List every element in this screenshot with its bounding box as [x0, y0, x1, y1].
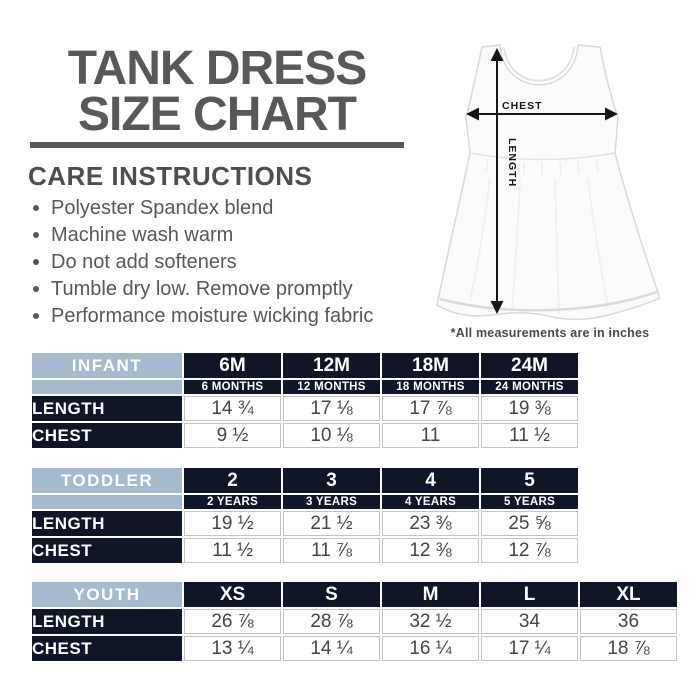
size-subheader: 4 YEARS [382, 495, 479, 509]
measure-value: 32 ½ [382, 609, 479, 634]
size-subheader: 12 MONTHS [283, 380, 380, 394]
size-header: 4 [382, 468, 479, 493]
measure-value: 19 ⅜ [481, 396, 578, 421]
dress-gathers [485, 158, 599, 176]
measure-value: 11 [382, 423, 479, 448]
care-item: Tumble dry low. Remove promptly [30, 279, 373, 299]
page-title: TANK DRESS SIZE CHART [28, 42, 406, 141]
measure-value: 11 ⅞ [283, 538, 380, 563]
measure-label: CHEST [32, 636, 182, 661]
size-subheader: 24 MONTHS [481, 380, 578, 394]
measure-value: 23 ⅜ [382, 511, 479, 536]
care-instructions-heading: CARE INSTRUCTIONS [28, 161, 313, 191]
measure-value: 11 ½ [481, 423, 578, 448]
size-header: 18M [382, 353, 479, 378]
measure-value: 18 ⅞ [580, 636, 677, 661]
size-table-youth: YOUTH XS S M L XL LENGTH 26 ⅞ 28 ⅞ 32 ½ 34 36 CHEST 1… [30, 580, 679, 663]
measure-value: 17 ⅞ [382, 396, 479, 421]
measure-value: 11 ½ [184, 538, 281, 563]
measure-value: 14 ¾ [184, 396, 281, 421]
measure-label: LENGTH [32, 396, 182, 421]
measure-value: 34 [481, 609, 578, 634]
measure-label: CHEST [32, 538, 182, 563]
size-header: M [382, 582, 479, 607]
dress-neckband [503, 46, 575, 82]
dress-skirt-folds [469, 177, 609, 315]
measure-value: 13 ¼ [184, 636, 281, 661]
measure-value: 17 ⅛ [283, 396, 380, 421]
size-header: 5 [481, 468, 578, 493]
page-title-line1: TANK DRESS [67, 42, 367, 95]
page-title-line2: SIZE CHART [78, 88, 357, 141]
measure-value: 19 ½ [184, 511, 281, 536]
measure-label: LENGTH [32, 511, 182, 536]
size-header: L [481, 582, 578, 607]
measure-value: 9 ½ [184, 423, 281, 448]
dress-silhouette [436, 44, 661, 321]
dress-waist-seam [469, 152, 616, 161]
chest-label: CHEST [502, 100, 543, 112]
size-header: S [283, 582, 380, 607]
measure-value: 21 ½ [283, 511, 380, 536]
category-spacer [32, 380, 182, 394]
measure-value: 16 ¼ [382, 636, 479, 661]
size-subheader: 2 YEARS [184, 495, 281, 509]
size-header: XS [184, 582, 281, 607]
care-item: Machine wash warm [30, 225, 373, 245]
size-header: 6M [184, 353, 281, 378]
category-header-youth: YOUTH [32, 582, 182, 607]
size-table-toddler: TODDLER 2 3 4 5 2 YEARS 3 YEARS 4 YEARS 5 YEARS L… [30, 466, 580, 565]
category-spacer [32, 495, 182, 509]
care-item: Polyester Spandex blend [30, 198, 373, 218]
measure-value: 25 ⅝ [481, 511, 578, 536]
size-subheader: 3 YEARS [283, 495, 380, 509]
length-label: LENGTH [506, 138, 518, 187]
category-header-toddler: TODDLER [32, 468, 182, 493]
title-divider [30, 142, 404, 148]
care-item: Performance moisture wicking fabric [30, 306, 373, 326]
size-subheader: 18 MONTHS [382, 380, 479, 394]
measure-label: CHEST [32, 423, 182, 448]
size-header: 2 [184, 468, 281, 493]
measurement-note: *All measurements are in inches [450, 326, 650, 340]
dress-diagram: CHEST LENGTH [430, 20, 680, 322]
size-subheader: 6 MONTHS [184, 380, 281, 394]
measure-value: 17 ¼ [481, 636, 578, 661]
measure-value: 10 ⅛ [283, 423, 380, 448]
measure-label: LENGTH [32, 609, 182, 634]
measure-value: 12 ⅞ [481, 538, 578, 563]
dress-hem-band [439, 290, 658, 312]
size-subheader: 5 YEARS [481, 495, 578, 509]
care-item: Do not add softeners [30, 252, 373, 272]
measure-value: 28 ⅞ [283, 609, 380, 634]
size-table-infant: INFANT 6M 12M 18M 24M 6 MONTHS 12 MONTHS 18 MON… [30, 351, 580, 450]
measure-value: 26 ⅞ [184, 609, 281, 634]
size-header: XL [580, 582, 677, 607]
care-instructions-list: Polyester Spandex blend Machine wash war… [30, 198, 373, 333]
dress-photo-svg: CHEST LENGTH [436, 44, 661, 321]
size-header: 24M [481, 353, 578, 378]
size-header: 3 [283, 468, 380, 493]
category-header-infant: INFANT [32, 353, 182, 378]
size-header: 12M [283, 353, 380, 378]
measure-value: 36 [580, 609, 677, 634]
measure-value: 14 ¼ [283, 636, 380, 661]
measure-value: 12 ⅜ [382, 538, 479, 563]
